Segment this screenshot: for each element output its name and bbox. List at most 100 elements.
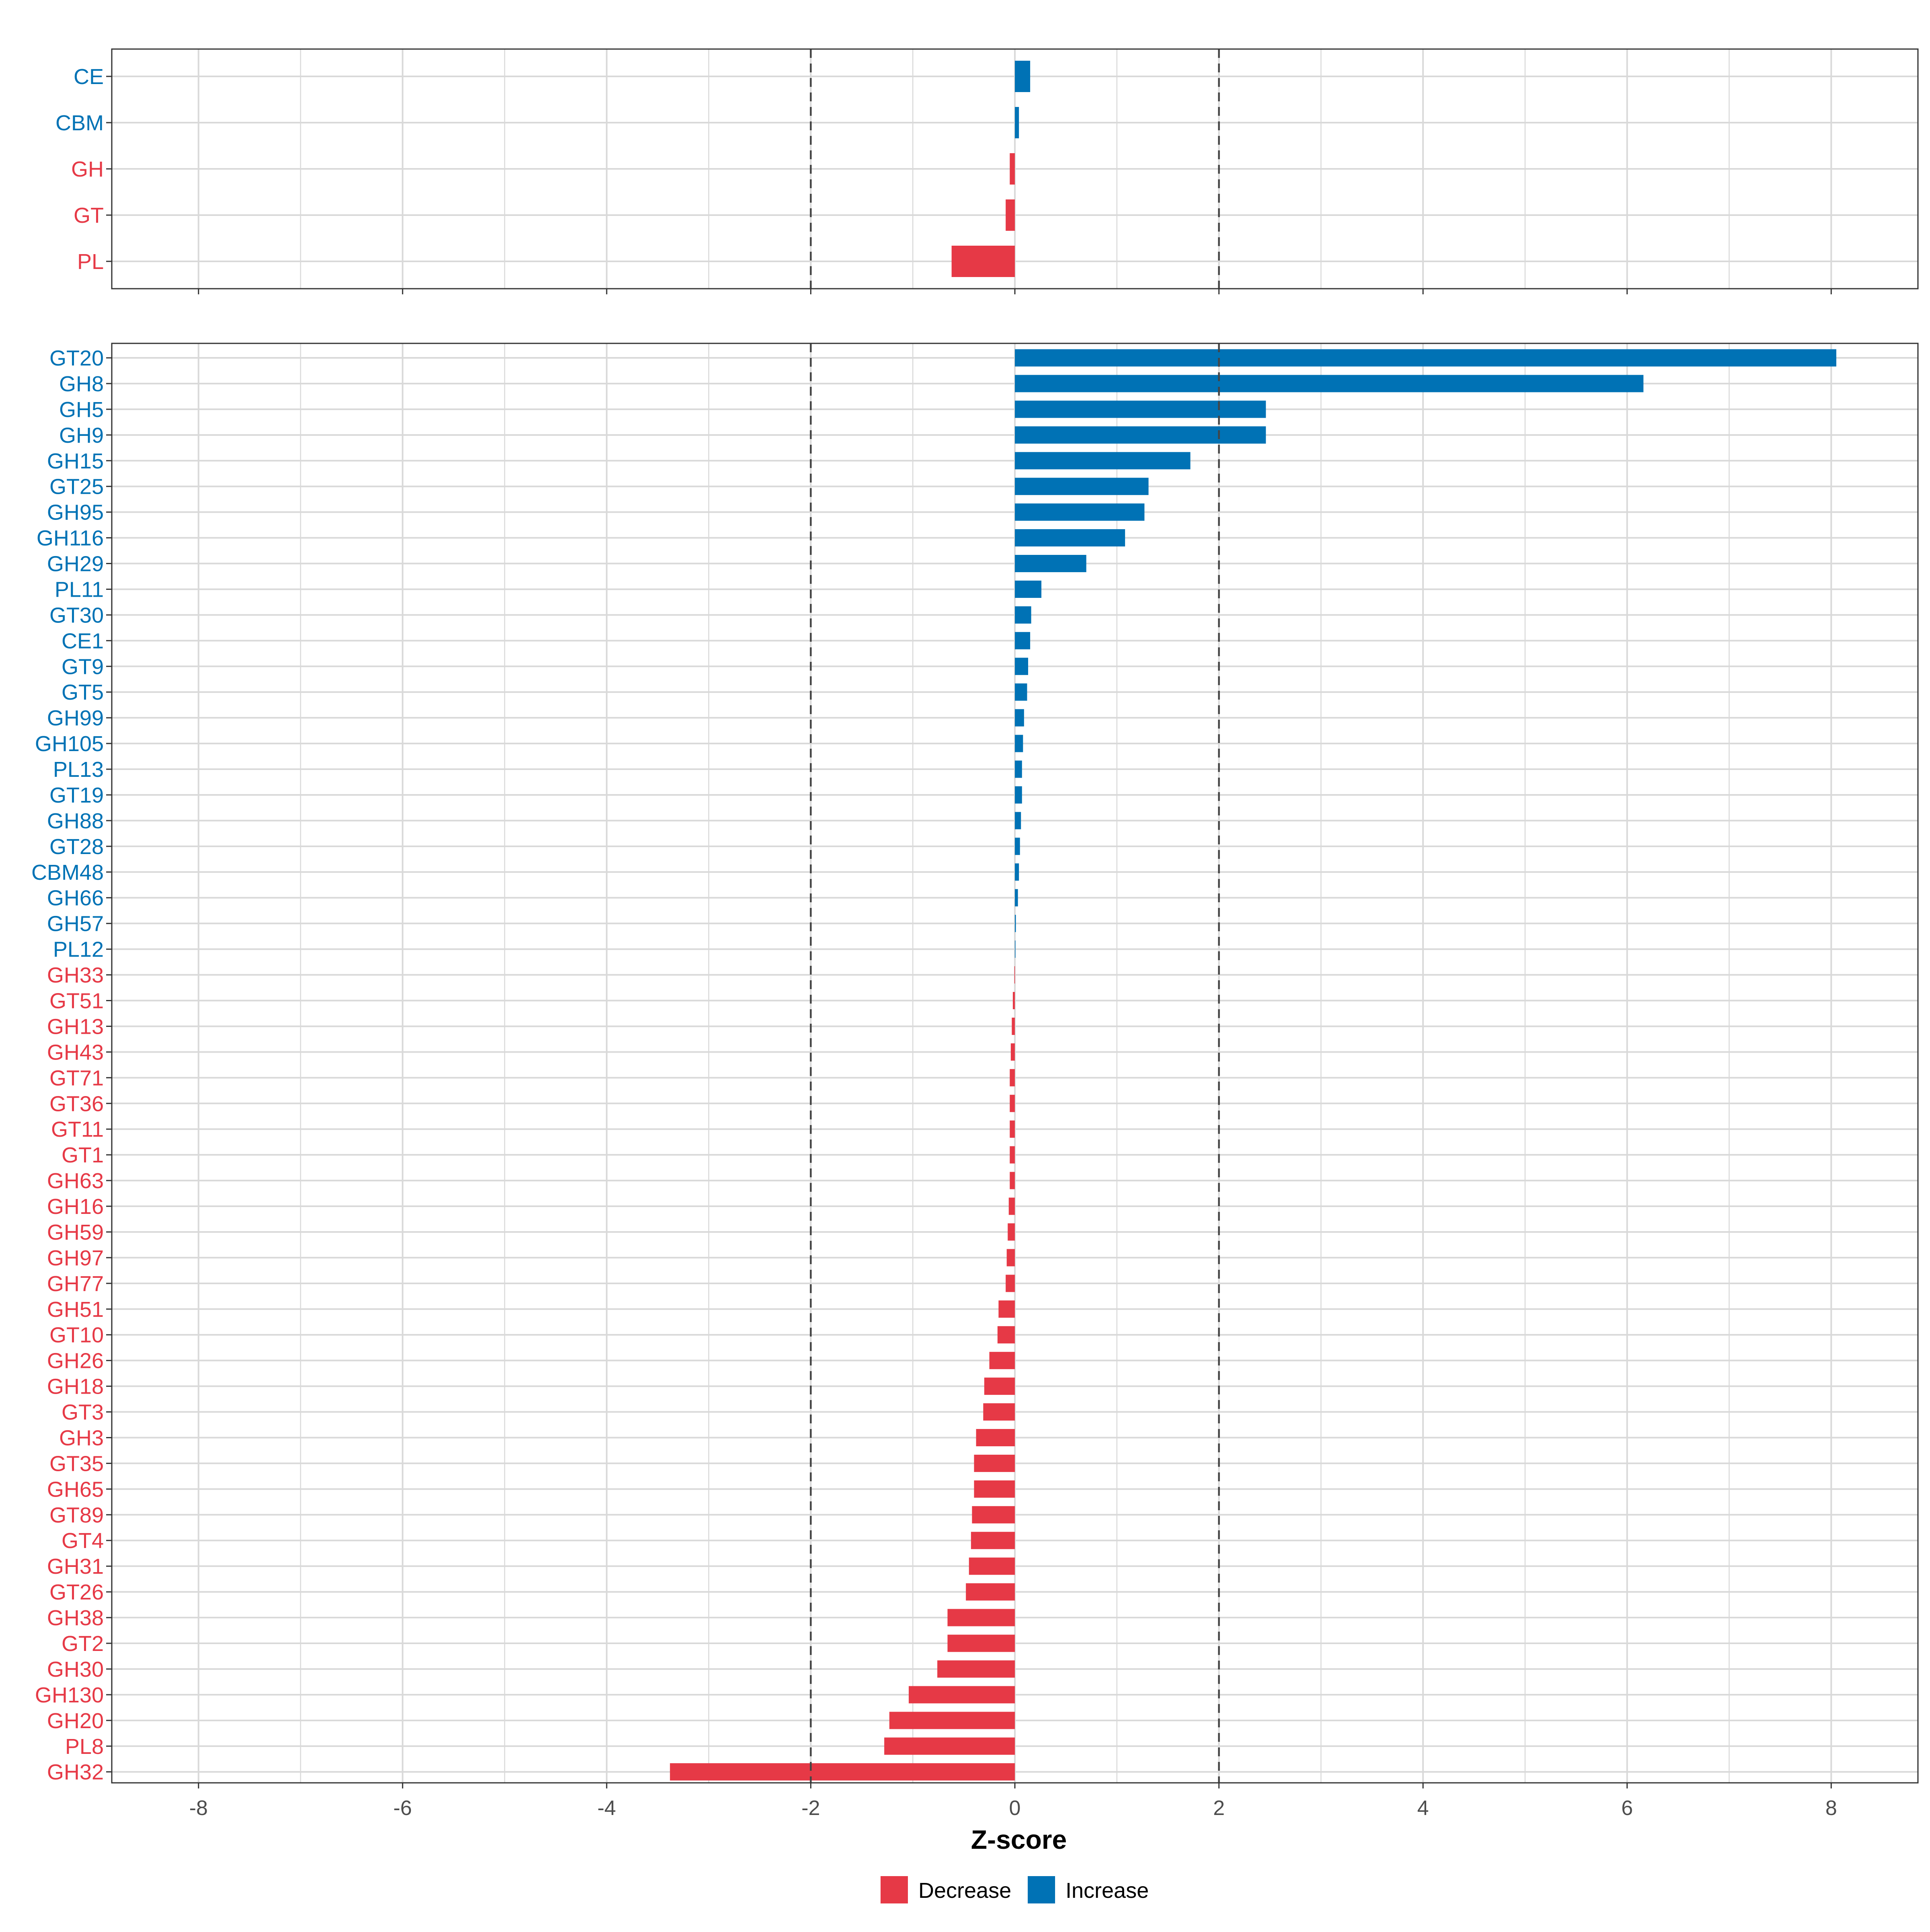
bar-gt71	[1010, 1069, 1015, 1086]
y-tick-label: GH8	[59, 372, 104, 396]
x-tick-label: 0	[1009, 1796, 1021, 1820]
y-tick-label: PL11	[55, 577, 104, 602]
bar-cbm48	[1015, 863, 1019, 881]
x-tick-label: 8	[1825, 1796, 1837, 1820]
bar-gh63	[1010, 1172, 1015, 1189]
bar-gt9	[1015, 657, 1028, 675]
bar-gh32	[670, 1763, 1015, 1781]
bar-gt30	[1015, 606, 1031, 624]
bar-gt35	[974, 1454, 1015, 1472]
bar-gt1	[1010, 1146, 1015, 1164]
y-tick-label: PL	[77, 250, 104, 274]
y-tick-label: GT10	[49, 1323, 104, 1347]
bar-gh16	[1008, 1197, 1015, 1215]
legend-key-decrease	[881, 1876, 908, 1903]
y-tick-label: GH51	[47, 1298, 104, 1322]
class-level-panel: CE CBM GH GT PL	[55, 48, 1919, 294]
y-tick-label: GT36	[49, 1092, 104, 1116]
bar-gh18	[984, 1378, 1015, 1395]
bar-gh59	[1008, 1223, 1015, 1241]
bar-gh105	[1015, 735, 1023, 752]
y-tick-label: GT4	[62, 1529, 104, 1553]
bar-gt10	[997, 1326, 1015, 1344]
bar-gh99	[1015, 709, 1024, 727]
bar-gh9	[1015, 426, 1266, 444]
y-tick-label: GH63	[47, 1169, 104, 1193]
y-tick-label: GT	[74, 203, 104, 228]
bar-ce1	[1015, 632, 1031, 649]
x-tick-label: 2	[1213, 1796, 1225, 1820]
bar-gh95	[1015, 503, 1145, 521]
y-tick-label: GT89	[49, 1503, 104, 1527]
y-tick-label: GH16	[47, 1195, 104, 1219]
y-tick-label: GH38	[47, 1606, 104, 1630]
y-tick-label: GH5	[59, 398, 104, 422]
y-tick-label: CE	[74, 65, 104, 89]
y-tick-label: GH116	[37, 526, 104, 550]
bar-pl12	[1015, 940, 1016, 958]
y-tick-label: GH66	[47, 886, 104, 910]
y-tick-label: GH20	[47, 1709, 104, 1733]
bar-cbm	[1015, 107, 1019, 138]
y-tick-label: GH3	[59, 1426, 104, 1450]
y-tick-label: GT26	[49, 1580, 104, 1604]
y-tick-label: GH130	[35, 1683, 104, 1707]
y-tick-label: GH33	[47, 963, 104, 988]
bar-gh77	[1006, 1275, 1015, 1292]
bar-gt36	[1010, 1094, 1015, 1112]
y-tick-label: GT30	[49, 603, 104, 627]
bar-gh15	[1015, 452, 1191, 470]
y-tick-label: GH99	[47, 706, 104, 730]
y-tick-label: GH26	[47, 1349, 104, 1373]
y-tick-label: GH59	[47, 1220, 104, 1244]
y-tick-label: CE1	[62, 629, 104, 653]
y-tick-label: GH65	[47, 1477, 104, 1501]
bar-pl11	[1015, 580, 1041, 598]
legend-label-decrease: Decrease	[918, 1879, 1011, 1903]
y-tick-label: GT1	[62, 1143, 104, 1167]
x-tick-label: 4	[1417, 1796, 1429, 1820]
bar-gt25	[1015, 478, 1149, 495]
y-tick-label: GT11	[51, 1117, 104, 1142]
bar-gt4	[971, 1532, 1015, 1549]
y-tick-label: GT71	[49, 1066, 104, 1090]
bar-gt20	[1015, 349, 1836, 367]
y-tick-label: GH105	[35, 732, 104, 756]
x-tick-label: -2	[801, 1796, 820, 1820]
bar-gh26	[989, 1352, 1015, 1369]
y-tick-label: PL8	[65, 1735, 104, 1759]
y-tick-label: CBM	[55, 111, 104, 135]
bar-gh31	[969, 1557, 1015, 1575]
bar-gh88	[1015, 812, 1021, 829]
y-tick-label: CBM48	[31, 860, 104, 885]
y-tick-label: GH32	[47, 1760, 104, 1784]
bar-gh13	[1012, 1017, 1015, 1035]
y-tick-label: GT9	[62, 655, 104, 679]
y-tick-label: GH30	[47, 1657, 104, 1682]
y-tick-label: GT3	[62, 1400, 104, 1425]
y-tick-label: GH77	[47, 1272, 104, 1296]
bar-gt11	[1010, 1120, 1015, 1138]
bar-gh51	[998, 1300, 1015, 1318]
bar-gh5	[1015, 400, 1266, 418]
bar-gt26	[966, 1583, 1015, 1601]
bar-gh38	[947, 1609, 1015, 1626]
bar-gh3	[976, 1429, 1015, 1446]
y-tick-label: GT51	[49, 989, 104, 1013]
bar-gt28	[1015, 838, 1020, 855]
y-tick-label: GH57	[47, 912, 104, 936]
bar-gh8	[1015, 375, 1644, 392]
y-tick-label: GT35	[49, 1452, 104, 1476]
bar-gh97	[1006, 1249, 1015, 1267]
legend-label-increase: Increase	[1066, 1879, 1149, 1903]
bar-gt	[1006, 199, 1015, 231]
bar-gh33	[1014, 966, 1015, 984]
x-axis-title: Z-score	[971, 1825, 1067, 1854]
bar-gh57	[1015, 915, 1016, 932]
x-tick-label: 6	[1621, 1796, 1633, 1820]
y-tick-label: GH13	[47, 1014, 104, 1039]
y-tick-label: GH95	[47, 501, 104, 525]
family-level-panel: GT20GH8GH5GH9GH15GT25GH95GH116GH29PL11GT…	[31, 343, 1919, 1820]
